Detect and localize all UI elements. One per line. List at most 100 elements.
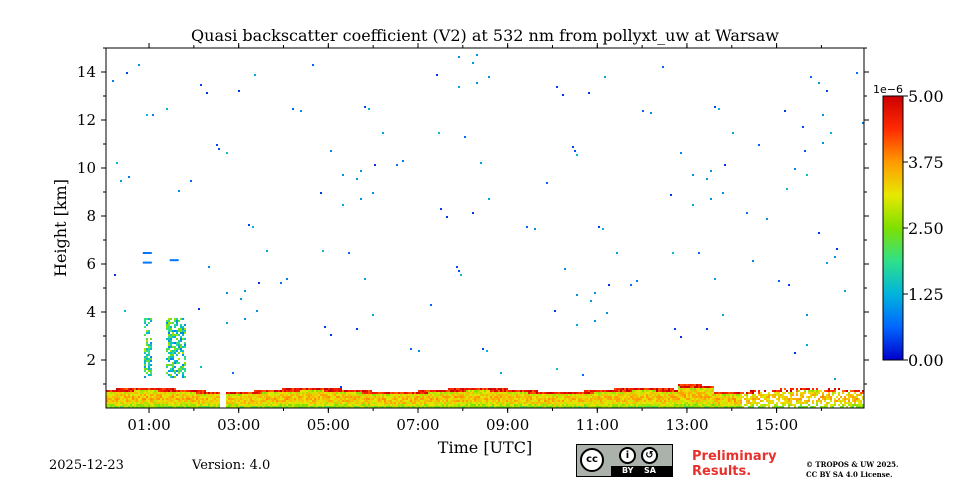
heatmap-cell <box>352 398 354 400</box>
heatmap-cell <box>840 396 842 398</box>
heatmap-cell <box>690 386 692 388</box>
heatmap-cell <box>630 396 632 398</box>
heatmap-cell <box>540 392 542 394</box>
heatmap-cell <box>442 394 444 396</box>
heatmap-cell <box>666 392 668 394</box>
heatmap-cell <box>334 398 336 400</box>
heatmap-cell <box>402 404 404 406</box>
heatmap-cell <box>368 394 370 396</box>
heatmap-cell <box>780 394 782 396</box>
heatmap-cell <box>448 404 450 406</box>
heatmap-cell <box>198 398 200 400</box>
heatmap-cell <box>662 400 664 402</box>
heatmap-cell <box>436 394 438 396</box>
heatmap-cell <box>644 398 646 400</box>
heatmap-cell <box>350 404 352 406</box>
heatmap-cell <box>304 400 306 402</box>
heatmap-cell <box>706 328 708 330</box>
heatmap-cell <box>672 388 674 390</box>
heatmap-cell <box>356 404 358 406</box>
heatmap-cell <box>740 396 742 398</box>
heatmap-cell <box>340 402 342 404</box>
heatmap-cell <box>558 406 560 408</box>
heatmap-cell <box>608 398 610 400</box>
heatmap-cell <box>468 404 470 406</box>
heatmap-cell <box>482 404 484 406</box>
heatmap-cell <box>500 390 502 392</box>
heatmap-cell <box>252 396 254 398</box>
heatmap-cell <box>602 394 604 396</box>
heatmap-cell <box>684 390 686 392</box>
heatmap-cell <box>484 400 486 402</box>
heatmap-cell <box>256 394 258 396</box>
heatmap-cell <box>316 388 318 390</box>
heatmap-cell <box>756 398 758 400</box>
heatmap-cell <box>792 392 794 394</box>
heatmap-cell <box>508 390 510 392</box>
heatmap-cell <box>372 404 374 406</box>
heatmap-cell <box>338 402 340 404</box>
heatmap-cell <box>720 394 722 396</box>
heatmap-cell <box>816 390 818 392</box>
heatmap-cell <box>536 394 538 396</box>
heatmap-cell <box>444 402 446 404</box>
heatmap-cell <box>804 406 806 408</box>
heatmap-cell <box>142 398 144 400</box>
heatmap-cell <box>278 398 280 400</box>
heatmap-cell <box>182 334 184 336</box>
heatmap-cell <box>750 402 752 404</box>
heatmap-cell <box>460 396 462 398</box>
heatmap-cell <box>202 392 204 394</box>
colorbar-tick-label: 2.50 <box>908 219 944 238</box>
heatmap-cell <box>454 404 456 406</box>
heatmap-cell <box>572 146 574 148</box>
heatmap-cell <box>348 402 350 404</box>
heatmap-cell <box>486 404 488 406</box>
heatmap-cell <box>586 406 588 408</box>
heatmap-cell <box>732 394 734 396</box>
heatmap-cell <box>236 402 238 404</box>
heatmap-cell <box>502 406 504 408</box>
heatmap-cell <box>774 404 776 406</box>
heatmap-cell <box>492 394 494 396</box>
heatmap-cell <box>694 404 696 406</box>
heatmap-cell <box>554 394 556 396</box>
heatmap-cell <box>120 180 122 182</box>
heatmap-cell <box>148 350 150 352</box>
heatmap-cell <box>256 406 258 408</box>
heatmap-cell <box>538 404 540 406</box>
heatmap-cell <box>858 404 860 406</box>
heatmap-cell <box>540 396 542 398</box>
heatmap-cell <box>192 400 194 402</box>
heatmap-cell <box>724 406 726 408</box>
heatmap-cell <box>484 394 486 396</box>
x-tick-label: 05:00 <box>307 416 350 434</box>
copyright-notice: © TROPOS & UW 2025. CC BY SA 4.0 License… <box>806 460 899 480</box>
heatmap-cell <box>862 122 864 124</box>
heatmap-cell <box>296 404 298 406</box>
heatmap-cell <box>764 404 766 406</box>
heatmap-cell <box>266 392 268 394</box>
heatmap-cell <box>602 396 604 398</box>
heatmap-cell <box>134 392 136 394</box>
heatmap-cell <box>302 390 304 392</box>
heatmap-cell <box>174 402 176 404</box>
heatmap-cell <box>620 388 622 390</box>
heatmap-cell <box>264 402 266 404</box>
heatmap-cell <box>140 390 142 392</box>
heatmap-cell <box>176 402 178 404</box>
heatmap-cell <box>172 354 174 356</box>
heatmap-cell <box>436 392 438 394</box>
heatmap-cell <box>840 406 842 408</box>
heatmap-cell <box>586 404 588 406</box>
heatmap-cell <box>682 384 684 386</box>
heatmap-cell <box>584 392 586 394</box>
heatmap-cell <box>454 400 456 402</box>
heatmap-cell <box>148 318 150 320</box>
heatmap-cell <box>400 404 402 406</box>
heatmap-cell <box>166 402 168 404</box>
heatmap-cell <box>458 402 460 404</box>
heatmap-cell <box>754 400 756 402</box>
heatmap-cell <box>432 396 434 398</box>
heatmap-cell <box>200 406 202 408</box>
